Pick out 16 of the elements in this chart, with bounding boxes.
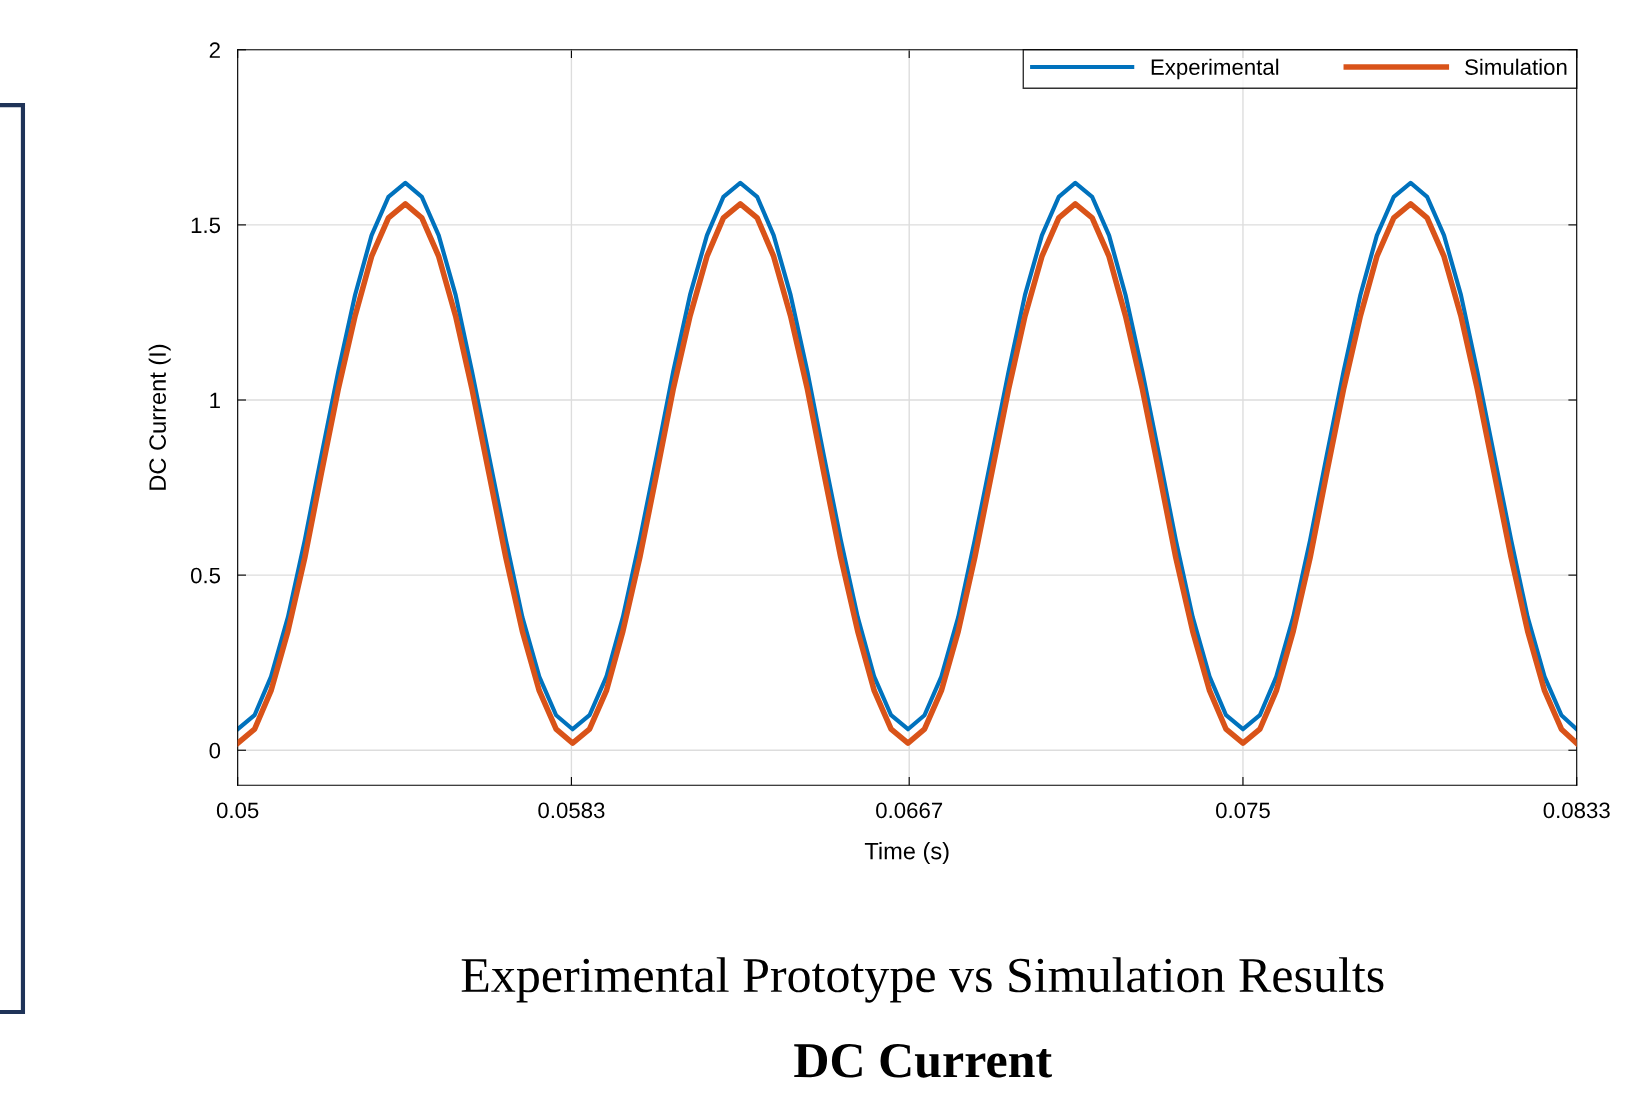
x-tick-label: 0.0833 bbox=[1543, 802, 1610, 819]
x-tick-label: 0.075 bbox=[1216, 802, 1270, 819]
legend-label: Experimental bbox=[1151, 58, 1279, 80]
y-tick-label: 0.5 bbox=[190, 567, 221, 584]
y-tick-label: 2 bbox=[209, 42, 220, 58]
y-tick-label: 1.5 bbox=[191, 217, 221, 234]
text: DC Current bbox=[794, 1043, 1052, 1078]
x-tick-label: 0.0667 bbox=[876, 802, 943, 819]
y-axis-title: DC Current (I) bbox=[148, 344, 171, 490]
text: Experimental Prototype vs Simulation Results bbox=[461, 957, 1384, 1003]
x-axis-title: Time (s) bbox=[864, 842, 949, 865]
y-tick-label: 0 bbox=[209, 742, 221, 759]
y-tick-label: 1 bbox=[210, 392, 220, 409]
legend-label: Simulation bbox=[1465, 58, 1567, 75]
x-tick-label: 0.0583 bbox=[538, 802, 605, 819]
x-tick-label: 0.05 bbox=[216, 802, 259, 819]
